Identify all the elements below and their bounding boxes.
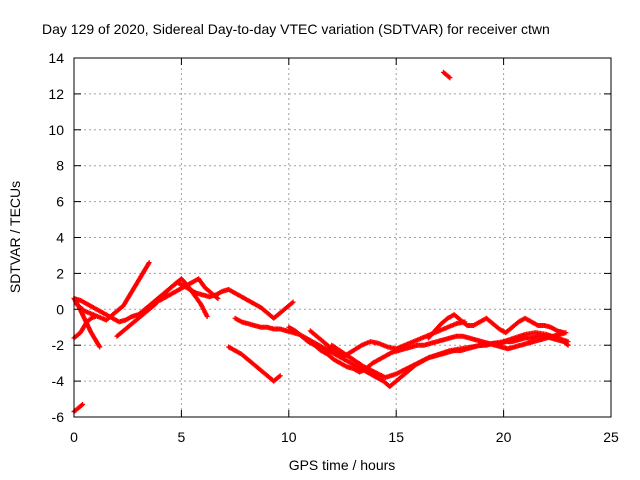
data-point	[561, 330, 567, 336]
x-tick-label: 20	[496, 429, 512, 445]
series-track-13	[425, 312, 567, 341]
x-axis-label: GPS time / hours	[289, 457, 396, 473]
data-point	[277, 373, 283, 379]
data-point	[97, 344, 103, 350]
data-series	[71, 69, 571, 415]
data-point	[565, 339, 571, 345]
chart-title: Day 129 of 2020, Sidereal Day-to-day VTE…	[42, 21, 550, 37]
series-track-14	[440, 69, 453, 81]
y-tick-label: 2	[56, 265, 64, 281]
y-tick-label: 6	[56, 194, 64, 210]
y-tick-label: -2	[52, 337, 65, 353]
series-track-8	[226, 344, 283, 384]
data-point	[290, 299, 296, 305]
series-track-6	[114, 276, 210, 339]
series-track-7	[157, 276, 221, 303]
series-track-3	[71, 296, 103, 350]
series-track-4	[71, 313, 98, 341]
data-point	[146, 260, 152, 266]
y-tick-label: 12	[48, 86, 64, 102]
series-track-12	[329, 330, 571, 381]
series-track-9	[232, 315, 571, 389]
data-point	[215, 296, 221, 302]
x-tick-label: 0	[70, 429, 78, 445]
axis-ticks: 0 5 10 15 20 25 -6 -4 -2 0 2 4 6 8 10 12 14	[48, 50, 619, 445]
series-track-5	[71, 401, 86, 415]
x-tick-label: 25	[603, 429, 619, 445]
x-tick-label: 10	[281, 429, 297, 445]
y-tick-label: -6	[52, 409, 65, 425]
data-point	[80, 401, 86, 407]
data-point	[204, 313, 210, 319]
y-tick-label: 14	[48, 50, 64, 66]
data-point	[447, 75, 453, 81]
y-tick-label: 8	[56, 158, 64, 174]
y-tick-label: 0	[56, 301, 64, 317]
y-tick-label: 4	[56, 230, 64, 246]
y-axis-label: SDTVAR / TECUs	[7, 181, 23, 293]
x-tick-label: 5	[178, 429, 186, 445]
y-tick-label: -4	[52, 373, 65, 389]
data-point	[92, 313, 98, 319]
y-tick-label: 10	[48, 122, 64, 138]
x-tick-label: 15	[388, 429, 404, 445]
